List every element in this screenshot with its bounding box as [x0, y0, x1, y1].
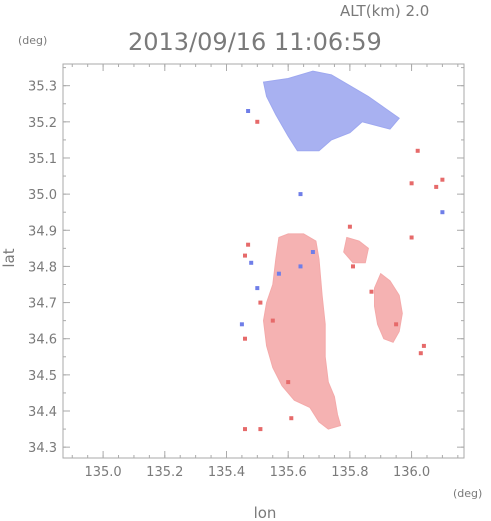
data-point-17 [394, 322, 399, 327]
y-tick-label-6: 34.9 [28, 224, 57, 239]
y-tick-label-9: 35.2 [28, 116, 57, 131]
data-point-20 [409, 235, 414, 240]
x-tick-label-2: 135.4 [208, 465, 245, 480]
plot-data [239, 70, 445, 432]
data-point-26 [246, 109, 251, 113]
data-point-29 [243, 427, 247, 432]
plot-frame [62, 63, 465, 459]
data-point-3 [239, 322, 244, 327]
data-point-19 [418, 351, 423, 356]
y-tick-label-8: 35.1 [28, 152, 57, 167]
data-point-25 [440, 210, 445, 215]
data-point-14 [347, 224, 352, 229]
data-point-12 [289, 416, 294, 421]
data-point-24 [434, 184, 439, 189]
x-unit-label: (deg) [453, 487, 482, 500]
y-tick-label-7: 35.0 [28, 188, 57, 203]
data-point-6 [243, 336, 247, 341]
y-tick-label-3: 34.6 [28, 333, 57, 348]
x-tick-label-5: 136.0 [393, 465, 430, 480]
chart-title: 2013/09/16 11:06:59 [128, 28, 382, 56]
east-red-cluster [374, 272, 403, 343]
data-point-18 [421, 343, 426, 348]
x-tick-label-4: 135.8 [331, 465, 368, 480]
data-point-9 [310, 250, 315, 254]
data-point-10 [286, 380, 291, 385]
y-tick-label-4: 34.7 [28, 297, 57, 312]
y-unit-label: (deg) [18, 34, 47, 47]
y-tick-label-0: 34.3 [28, 441, 57, 456]
data-point-28 [298, 192, 303, 197]
central-red-cluster [262, 233, 342, 430]
x-tick-label-0: 135.0 [84, 465, 121, 480]
x-tick-label-1: 135.2 [146, 465, 183, 480]
y-tick-label-1: 34.4 [28, 405, 57, 420]
data-point-15 [351, 264, 355, 269]
data-point-2 [249, 260, 254, 265]
data-point-0 [246, 242, 251, 247]
y-tick-label-5: 34.8 [28, 260, 57, 275]
data-point-22 [409, 181, 414, 186]
data-point-16 [369, 289, 374, 294]
data-point-13 [258, 427, 263, 432]
y-axis-title: lat [0, 248, 18, 267]
y-tick-label-2: 34.5 [28, 369, 57, 384]
data-point-21 [415, 148, 420, 153]
data-point-11 [270, 318, 275, 323]
altitude-label: ALT(km) 2.0 [340, 2, 429, 20]
data-point-1 [243, 253, 247, 258]
axes: 135.0 135.2 135.4 135.6 135.8 136.0 34.3 34.4 34… [28, 63, 465, 480]
data-point-4 [255, 286, 260, 291]
data-point-8 [298, 264, 303, 269]
data-point-27 [255, 119, 260, 124]
data-point-5 [258, 300, 263, 305]
northeast-red-cluster [343, 236, 369, 264]
x-axis-title: lon [254, 504, 277, 521]
y-tick-label-10: 35.3 [28, 80, 57, 95]
data-point-23 [440, 177, 445, 182]
data-point-7 [276, 271, 281, 276]
x-tick-label-3: 135.6 [270, 465, 307, 480]
north-blue-cluster [262, 70, 400, 152]
